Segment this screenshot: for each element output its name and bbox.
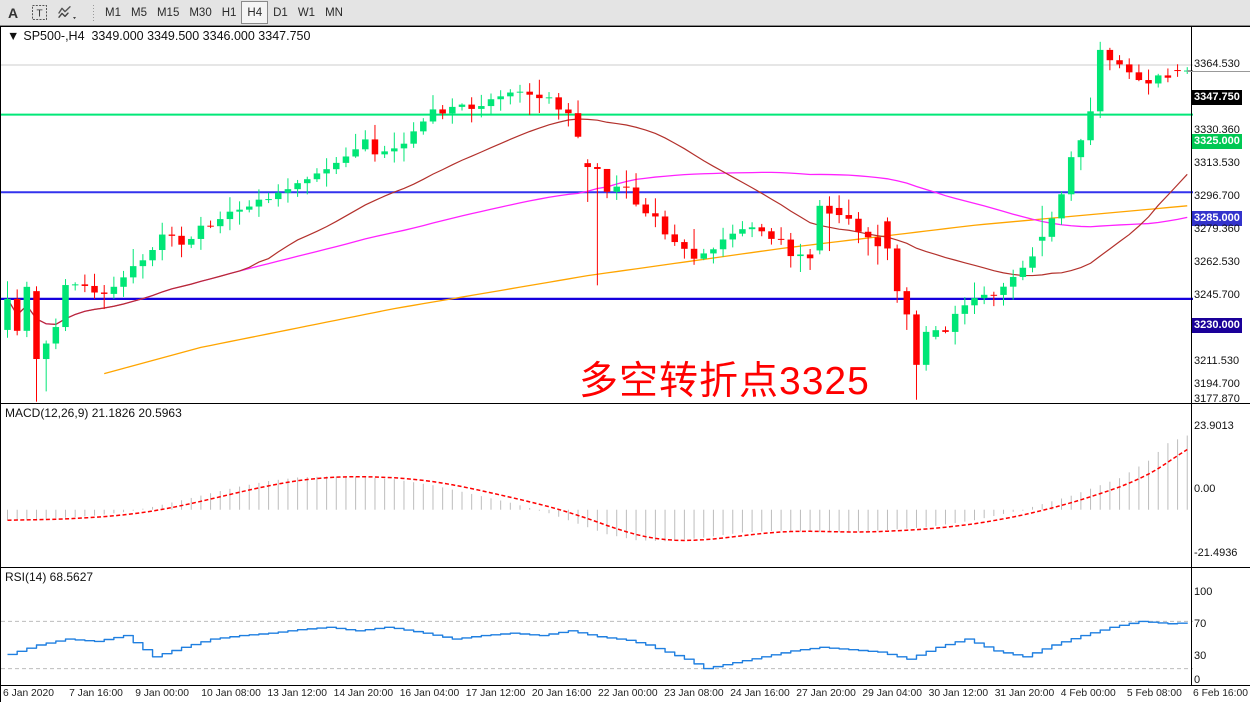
svg-text:T: T — [36, 9, 42, 20]
